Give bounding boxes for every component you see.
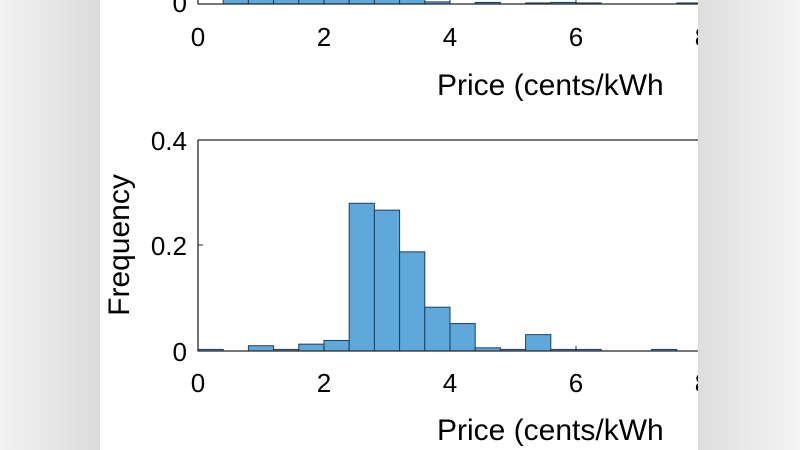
xtick-label: 2	[317, 22, 331, 52]
histogram-bar	[399, 251, 426, 352]
xlabel: Price (cents/kWh	[437, 414, 664, 447]
xtick-label: 8	[695, 368, 709, 398]
ylabel: Frequency	[103, 174, 136, 316]
xtick-label: 2	[317, 368, 331, 398]
ytick-label: 0	[173, 337, 187, 367]
blurred-background-left	[0, 0, 100, 450]
top-histogram: 0 Price (cents/kWh 0 2 4 6 8	[173, 0, 709, 102]
ytick-label: 0.4	[151, 126, 187, 156]
xtick-label: 0	[191, 22, 205, 52]
xtick-label: 4	[443, 368, 457, 398]
xtick-label: 4	[443, 22, 457, 52]
xtick-label: 6	[569, 368, 583, 398]
blurred-background-right	[698, 0, 800, 450]
histogram-bar	[298, 343, 325, 352]
ytick-label: 0.2	[151, 231, 187, 261]
histogram-bar	[373, 209, 401, 352]
xtick-label: 6	[569, 22, 583, 52]
histogram-bar	[424, 306, 451, 352]
xtick-label: 0	[191, 368, 205, 398]
top-ytick-label: 0	[173, 0, 187, 18]
top-xlabel: Price (cents/kWh	[437, 69, 664, 102]
histogram-bar	[348, 202, 375, 352]
xtick-label: 8	[695, 22, 709, 52]
bottom-histogram: 0.4 0.2 0 Frequency Price (cents/kWh 0 2 4…	[103, 126, 709, 447]
histogram-bar	[247, 345, 275, 352]
histogram-bar	[525, 334, 552, 352]
histogram-bar	[323, 339, 350, 352]
histogram-bar	[449, 323, 476, 352]
